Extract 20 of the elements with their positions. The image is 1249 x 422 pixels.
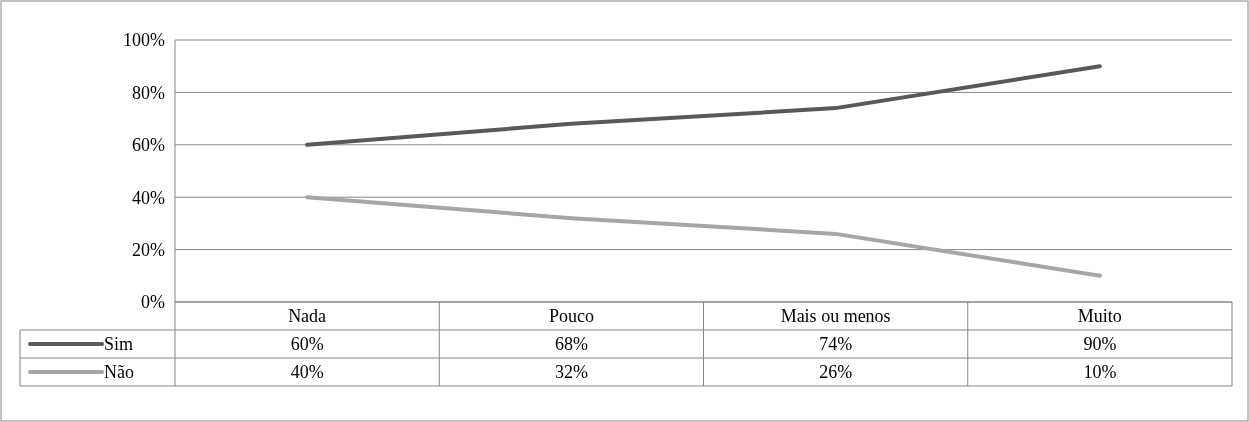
- data-label: 74%: [819, 334, 853, 355]
- y-tick-label: 80%: [132, 82, 165, 103]
- data-label: 40%: [290, 362, 324, 383]
- data-label: 10%: [1083, 362, 1117, 383]
- y-tick-label: 0%: [141, 292, 165, 313]
- y-tick-label: 20%: [132, 239, 165, 260]
- y-tick-label: 100%: [123, 30, 165, 51]
- legend-label: Não: [104, 362, 134, 383]
- x-tick-label: Muito: [1077, 306, 1122, 327]
- x-tick-label: Pouco: [548, 306, 594, 327]
- data-label: 60%: [290, 334, 324, 355]
- data-label: 68%: [554, 334, 588, 355]
- legend-label: Sim: [104, 334, 134, 355]
- y-tick-label: 60%: [132, 135, 165, 156]
- data-label: 26%: [819, 362, 853, 383]
- data-label: 90%: [1083, 334, 1117, 355]
- data-label: 32%: [554, 362, 588, 383]
- x-tick-label: Nada: [288, 306, 327, 327]
- y-tick-label: 40%: [132, 187, 165, 208]
- x-tick-label: Mais ou menos: [780, 306, 891, 327]
